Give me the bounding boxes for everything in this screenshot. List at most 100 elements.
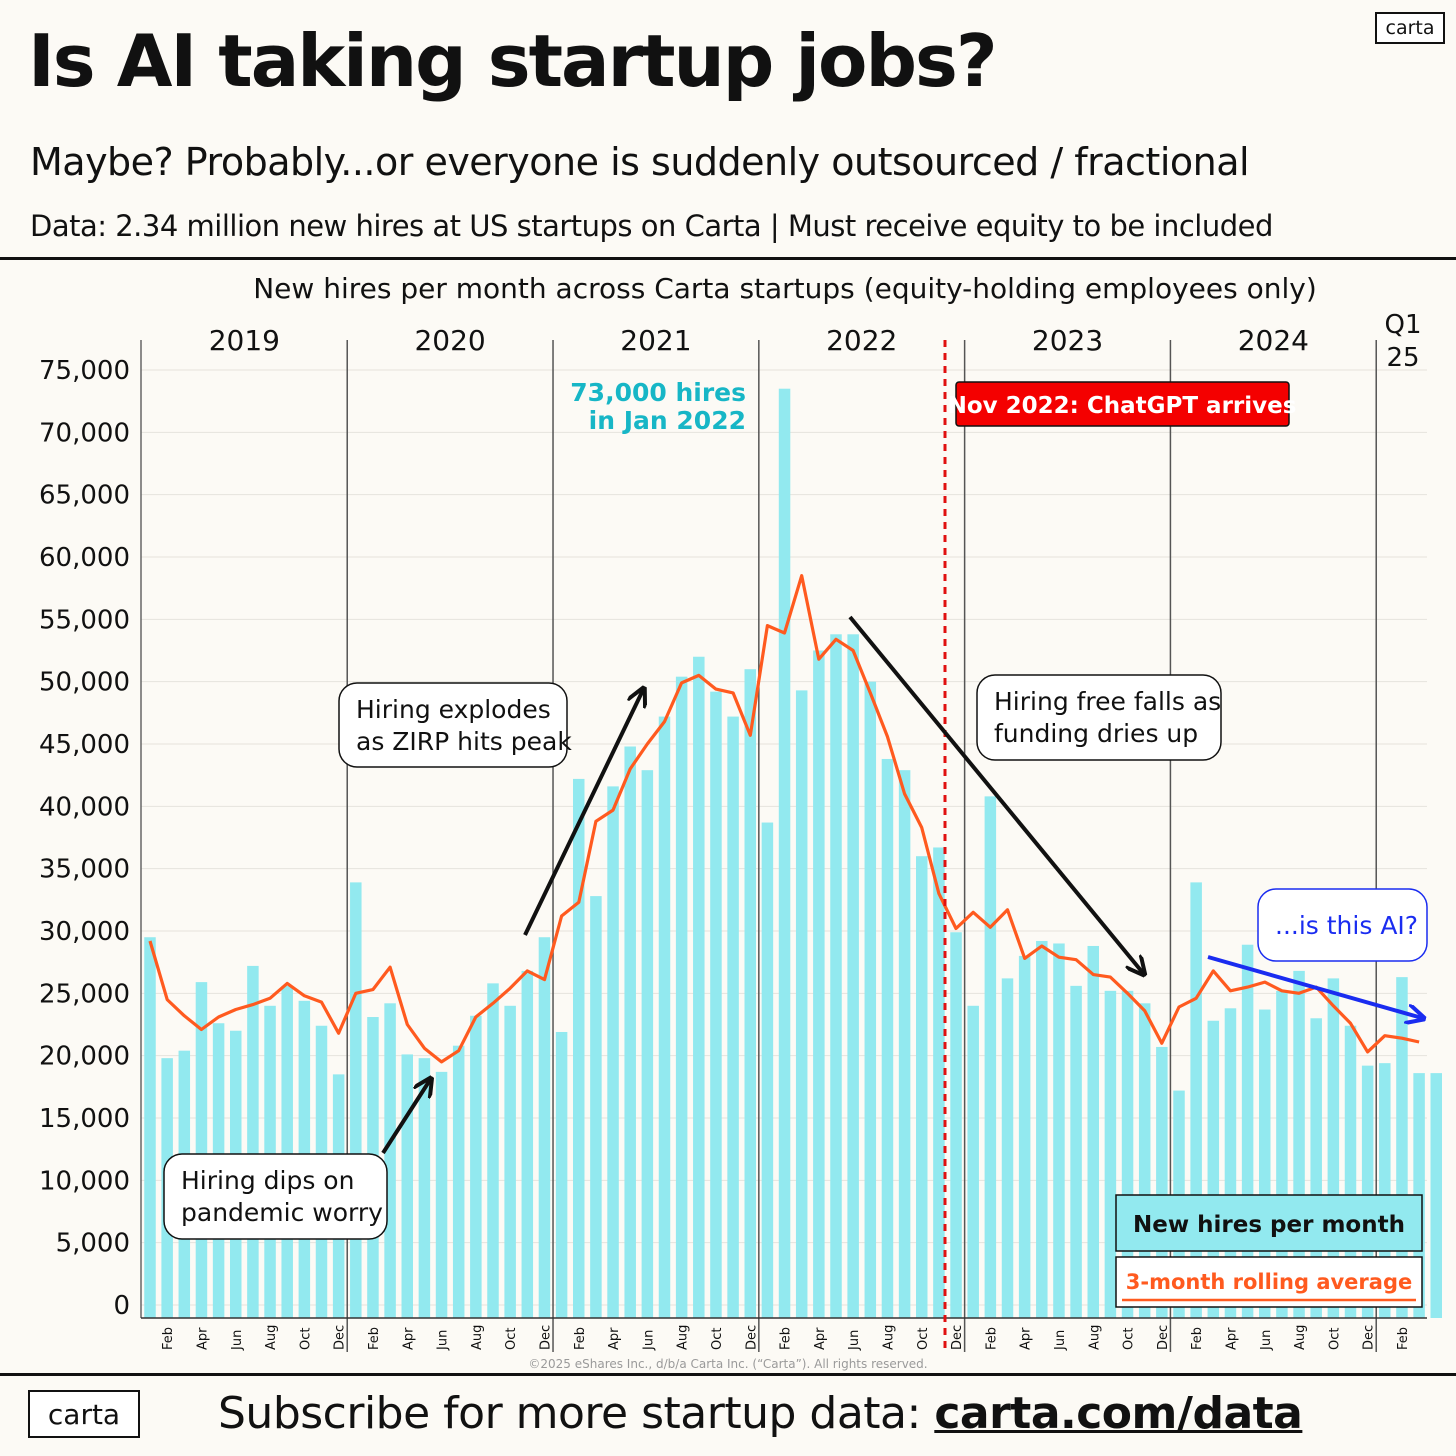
bar (1241, 944, 1254, 1318)
year-label: 2019 (209, 324, 280, 357)
year-label: 2021 (620, 324, 691, 357)
year-label: 2023 (1032, 324, 1103, 357)
footer-link[interactable]: carta.com/data (934, 1388, 1303, 1439)
legend-line-label: 3-month rolling average (1126, 1270, 1412, 1294)
chatgpt-label: Nov 2022: ChatGPT arrives (948, 393, 1297, 419)
x-tick-label: Oct (1327, 1328, 1342, 1350)
bar (1207, 1020, 1220, 1318)
x-tick-label: Jun (847, 1330, 862, 1351)
bar (675, 676, 688, 1318)
ai-callout-box (1257, 888, 1428, 962)
bar (470, 1015, 482, 1318)
bar (1053, 943, 1065, 1318)
data-description: Data: 2.34 million new hires at US start… (30, 209, 1273, 243)
year-label: 2024 (1238, 324, 1309, 357)
bar (607, 786, 619, 1318)
y-tick-label: 50,000 (39, 668, 130, 698)
x-tick-label: Dec (950, 1325, 965, 1350)
x-tick-label: Feb (984, 1327, 999, 1350)
bar (504, 1005, 516, 1318)
footer-divider (0, 1373, 1456, 1376)
bar (727, 716, 739, 1318)
bar (487, 983, 499, 1318)
y-tick-label: 15,000 (39, 1104, 130, 1134)
bar (538, 937, 551, 1318)
y-tick-label: 20,000 (39, 1042, 130, 1072)
ai-callout: ...is this AI? (1275, 911, 1418, 940)
x-tick-label: Feb (367, 1327, 382, 1350)
bar (435, 1071, 448, 1318)
y-tick-label: 55,000 (39, 605, 130, 635)
bar (247, 965, 259, 1318)
y-tick-label: 45,000 (39, 730, 130, 760)
x-tick-label: Dec (333, 1325, 348, 1350)
bar (881, 758, 894, 1318)
bar (761, 822, 774, 1318)
bar (281, 985, 293, 1318)
y-tick-label: 70,000 (39, 418, 130, 448)
x-tick-label: Dec (1362, 1325, 1377, 1350)
footer-cta: Subscribe for more startup data: carta.c… (218, 1388, 1303, 1439)
bar (1036, 940, 1048, 1318)
freefall-arrow (848, 615, 1143, 973)
x-tick-label: Apr (607, 1327, 622, 1350)
bar (744, 669, 756, 1318)
page-subtitle: Maybe? Probably...or everyone is suddenl… (30, 140, 1250, 184)
bar (967, 1005, 979, 1318)
y-tick-label: 60,000 (39, 543, 130, 573)
x-tick-label: Aug (470, 1325, 485, 1350)
bar (1087, 945, 1099, 1318)
freefall-callout-box (976, 674, 1222, 761)
legend-line-box (1115, 1256, 1423, 1308)
bar (144, 937, 156, 1318)
bar (1310, 1018, 1322, 1318)
bar (521, 970, 534, 1318)
x-tick-label: Feb (779, 1327, 794, 1350)
y-tick-label: 35,000 (39, 855, 130, 885)
bar (452, 1045, 465, 1318)
bar (1293, 970, 1305, 1318)
x-tick-label: Apr (1019, 1327, 1034, 1350)
bar (1190, 882, 1202, 1318)
bar (1224, 1008, 1237, 1318)
x-tick-label: Apr (1224, 1327, 1239, 1350)
bar (1070, 985, 1082, 1318)
x-tick-label: Aug (1087, 1325, 1102, 1350)
year-label: Q1 25 (1384, 310, 1421, 373)
bar (624, 746, 636, 1318)
bar (1361, 1065, 1374, 1318)
zirp-arrow (523, 690, 643, 936)
peak-annotation: 73,000 hires in Jan 2022 (570, 378, 746, 435)
bar (1104, 990, 1117, 1318)
hires-chart: 0 5,000 10,000 15,000 20,000 25,000 30,000 35,0… (39, 272, 1442, 1371)
x-tick-label: Feb (161, 1327, 176, 1350)
bar (418, 1058, 431, 1318)
y-tick-label: 10,000 (39, 1166, 130, 1196)
bar (1276, 990, 1288, 1318)
bar (1001, 978, 1014, 1318)
pandemic-callout-box (163, 1153, 388, 1240)
bar (590, 896, 602, 1318)
x-tick-label: Jun (230, 1330, 245, 1351)
x-tick-label: Feb (573, 1327, 588, 1350)
freefall-callout: Hiring free falls as funding dries up (994, 687, 1221, 748)
bar (195, 982, 208, 1318)
bar (710, 691, 722, 1318)
year-label: 2022 (826, 324, 897, 357)
x-tick-label: Oct (710, 1328, 725, 1350)
bar (813, 650, 825, 1318)
bar (1259, 1009, 1271, 1318)
bar (795, 690, 808, 1318)
y-tick-label: 30,000 (39, 917, 130, 947)
page-title: Is AI taking startup jobs? (28, 19, 998, 103)
y-tick-label: 25,000 (39, 979, 130, 1009)
pandemic-callout: Hiring dips on pandemic worry (181, 1166, 383, 1227)
bar (693, 656, 705, 1318)
y-tick-label: 40,000 (39, 792, 130, 822)
carta-footer-logo: carta (28, 1390, 140, 1438)
y-tick-label: 5,000 (56, 1229, 130, 1259)
bar (350, 882, 362, 1318)
x-tick-label: Aug (1293, 1325, 1308, 1350)
x-tick-label: Jun (641, 1330, 656, 1351)
x-tick-label: Dec (744, 1325, 759, 1350)
